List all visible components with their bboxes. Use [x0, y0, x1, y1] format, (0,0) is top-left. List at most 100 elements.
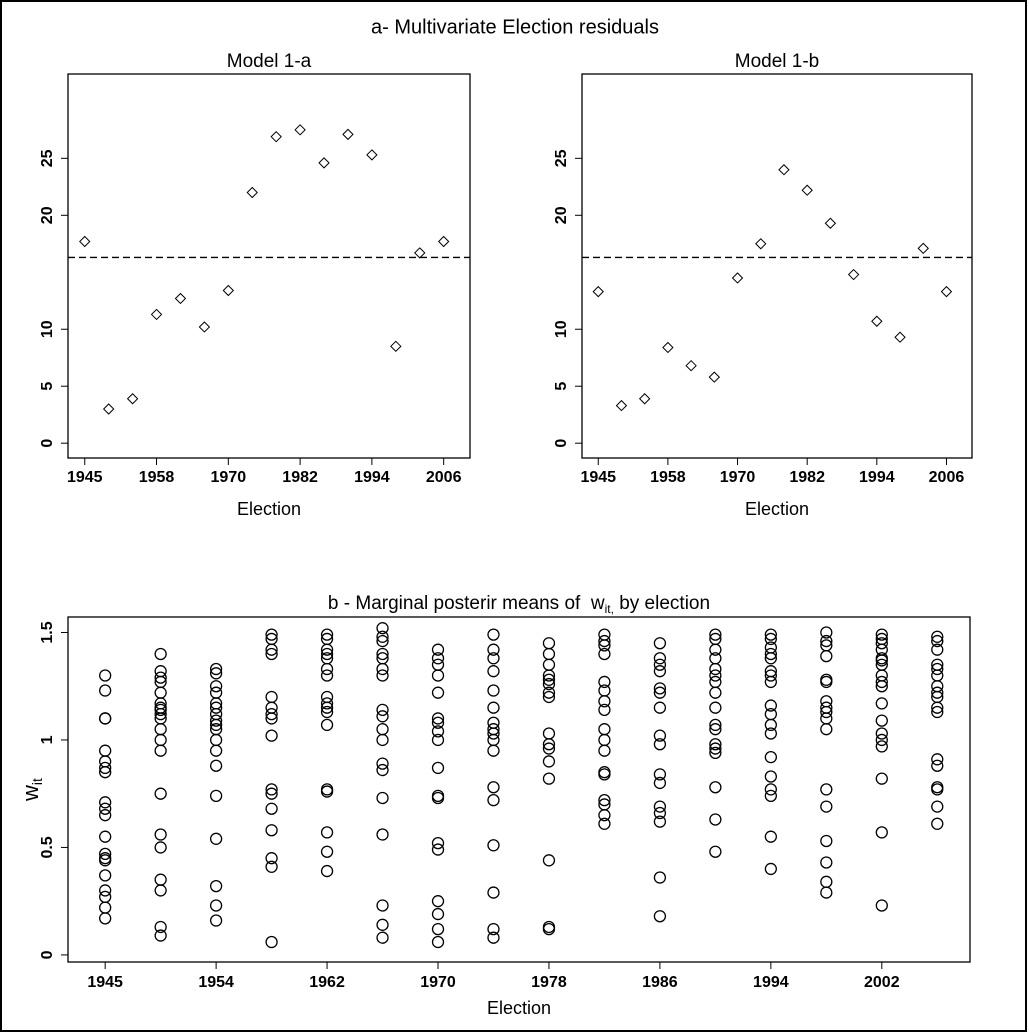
point [320, 845, 334, 858]
point [154, 647, 167, 661]
point [99, 796, 112, 809]
x-tick-label: 1994 [354, 469, 390, 486]
point [154, 708, 167, 721]
point [487, 931, 500, 944]
point [437, 235, 450, 248]
point [653, 637, 667, 650]
point [931, 800, 944, 813]
point [820, 886, 833, 899]
point [542, 677, 556, 691]
x-tick-label: 1994 [753, 974, 789, 991]
point [875, 697, 888, 710]
point [154, 884, 167, 897]
point [487, 839, 500, 852]
point [320, 864, 334, 878]
point [653, 658, 667, 671]
point [99, 684, 112, 697]
point [99, 669, 112, 682]
point [376, 733, 389, 747]
x-tick-label: 1986 [642, 974, 678, 991]
point [820, 649, 833, 663]
panel-title: Model 1-a [227, 51, 312, 72]
point [154, 671, 167, 684]
point [917, 242, 929, 255]
point [209, 701, 223, 714]
point [209, 914, 223, 927]
point [820, 783, 833, 796]
y-tick-label: 0 [39, 950, 56, 959]
point [99, 766, 112, 779]
point [764, 718, 777, 732]
x-tick-label: 2006 [929, 469, 965, 486]
point [265, 860, 278, 873]
point [931, 759, 944, 772]
point [102, 403, 115, 415]
point [820, 634, 833, 648]
point [487, 643, 500, 656]
point [709, 723, 722, 736]
point [598, 817, 611, 830]
point [875, 637, 888, 650]
point [764, 675, 777, 689]
figure-title: a- Multivariate Election residuals [371, 16, 659, 38]
point [487, 684, 500, 697]
y-tick-label: 10 [553, 320, 570, 338]
point [875, 899, 888, 912]
point [653, 729, 667, 742]
point [653, 686, 667, 699]
point [99, 847, 112, 861]
point [764, 750, 777, 764]
point [592, 285, 604, 298]
point [99, 802, 112, 815]
point [764, 783, 777, 796]
point [542, 673, 556, 686]
point [708, 371, 721, 383]
point [931, 817, 944, 830]
point [931, 753, 944, 766]
point [99, 869, 112, 882]
point [320, 826, 334, 839]
point [598, 703, 611, 717]
point [265, 802, 278, 815]
point [709, 742, 722, 755]
point [653, 682, 667, 695]
point [270, 130, 282, 143]
point [414, 247, 426, 259]
panel-title: b - Marginal posterir means of wit, by e… [328, 593, 710, 616]
point [126, 393, 139, 405]
point [653, 910, 667, 923]
point [764, 669, 777, 682]
point [265, 643, 278, 656]
point [653, 701, 667, 714]
x-tick-label: 1982 [282, 469, 318, 486]
x-tick-label: 1958 [139, 469, 175, 486]
point [598, 744, 611, 757]
point [431, 669, 445, 682]
point [598, 793, 611, 807]
point [431, 935, 445, 949]
point [542, 854, 556, 867]
x-tick-label: 1978 [531, 974, 567, 991]
point [542, 738, 556, 751]
point [653, 738, 667, 751]
point [431, 895, 445, 908]
point [598, 639, 611, 652]
point [764, 699, 777, 712]
point [764, 789, 777, 802]
x-tick-label: 2006 [426, 469, 462, 486]
point [662, 341, 674, 354]
point [894, 331, 906, 343]
title-text: b - Marginal posterir means of w [328, 593, 605, 614]
point [931, 630, 944, 643]
title-text: Model 1-a [227, 51, 312, 72]
plot-box [67, 616, 971, 963]
point [79, 235, 91, 248]
point [820, 834, 833, 848]
point [209, 899, 223, 912]
point [875, 772, 888, 785]
point [209, 662, 223, 676]
point [376, 791, 389, 805]
point [209, 718, 223, 732]
